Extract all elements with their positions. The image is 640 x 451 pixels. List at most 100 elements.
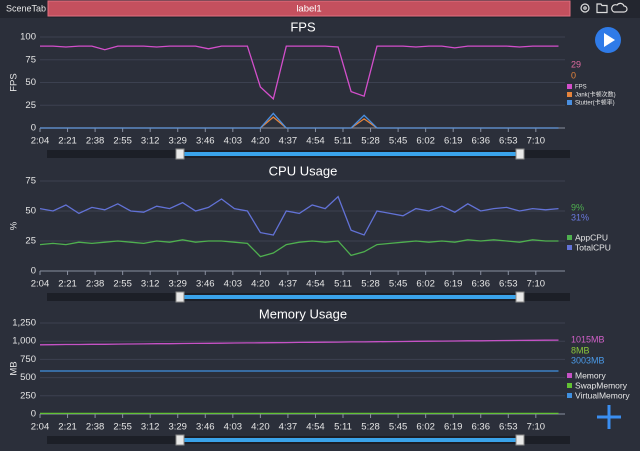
x-tick-label: 6:19 bbox=[444, 136, 463, 147]
x-tick-label: 4:20 bbox=[251, 422, 270, 433]
legend-swatch bbox=[567, 383, 572, 388]
y-tick-label: 1,250 bbox=[12, 318, 36, 329]
x-tick-label: 6:53 bbox=[499, 136, 518, 147]
label-text: label1 bbox=[296, 4, 321, 15]
x-tick-label: 5:45 bbox=[389, 279, 408, 290]
y-tick-label: 0 bbox=[31, 123, 36, 134]
chart: FPS FPS 0 25 50 75 100 2:04 2:21 2:38 2:55 3:12 3:29… bbox=[9, 19, 616, 160]
x-tick-label: 5:45 bbox=[389, 136, 408, 147]
x-tick-label: 2:55 bbox=[113, 136, 132, 147]
y-axis-label: FPS bbox=[9, 73, 20, 91]
play-button[interactable] bbox=[595, 27, 621, 53]
chart-title: Memory Usage bbox=[259, 306, 347, 321]
x-tick-label: 3:29 bbox=[168, 422, 187, 433]
y-tick-label: 50 bbox=[25, 77, 36, 88]
y-tick-label: 1,000 bbox=[12, 336, 36, 347]
x-tick-label: 4:54 bbox=[306, 422, 325, 433]
y-tick-label: 250 bbox=[20, 390, 36, 401]
chart-title: FPS bbox=[290, 19, 316, 34]
x-tick-label: 6:36 bbox=[471, 279, 490, 290]
legend-label: Memory bbox=[575, 370, 606, 380]
label-bar[interactable] bbox=[47, 0, 571, 17]
current-value: 3003MB bbox=[571, 355, 605, 365]
x-tick-label: 4:54 bbox=[306, 136, 325, 147]
x-tick-label: 2:04 bbox=[31, 136, 50, 147]
legend-label: Stutter(卡顿率) bbox=[575, 99, 615, 107]
legend-swatch bbox=[567, 235, 572, 240]
series-line bbox=[39, 339, 559, 346]
range-slider[interactable] bbox=[47, 148, 570, 160]
current-value: 8MB bbox=[571, 345, 590, 355]
y-axis-label: MB bbox=[9, 361, 20, 375]
chart: CPU Usage% 0 25 50 75 2:04 2:21 2:38 2:55 3:12 3:2… bbox=[9, 163, 611, 303]
current-value: 31% bbox=[571, 212, 589, 222]
x-tick-label: 4:03 bbox=[224, 422, 243, 433]
x-tick-label: 6:02 bbox=[416, 279, 435, 290]
current-value: 0 bbox=[571, 70, 576, 80]
y-tick-label: 25 bbox=[25, 100, 36, 111]
slider-range bbox=[180, 152, 520, 156]
x-tick-label: 3:29 bbox=[168, 136, 187, 147]
x-tick-label: 3:12 bbox=[141, 279, 160, 290]
top-icons[interactable] bbox=[580, 2, 628, 14]
legend-swatch bbox=[567, 245, 572, 250]
range-slider[interactable] bbox=[47, 291, 570, 303]
x-tick-label: 4:37 bbox=[279, 279, 298, 290]
x-tick-label: 4:03 bbox=[224, 136, 243, 147]
legend-swatch bbox=[567, 92, 572, 97]
series-line bbox=[40, 45, 559, 101]
x-tick-label: 4:54 bbox=[306, 279, 325, 290]
x-tick-label: 2:38 bbox=[86, 136, 105, 147]
current-value: 9% bbox=[571, 202, 584, 212]
series-line bbox=[39, 195, 559, 236]
add-button[interactable] bbox=[597, 405, 621, 429]
x-tick-label: 7:10 bbox=[527, 136, 546, 147]
legend-label: SwapMemory bbox=[575, 380, 628, 390]
x-tick-label: 6:19 bbox=[444, 279, 463, 290]
slider-handle bbox=[175, 434, 185, 446]
x-tick-label: 4:20 bbox=[251, 279, 270, 290]
legend-swatch bbox=[567, 373, 572, 378]
x-tick-label: 5:28 bbox=[361, 279, 380, 290]
slider-handle bbox=[515, 291, 525, 303]
x-tick-label: 6:02 bbox=[416, 136, 435, 147]
x-tick-label: 3:46 bbox=[196, 136, 215, 147]
scene-tab[interactable]: SceneTab bbox=[6, 3, 46, 13]
y-tick-label: 75 bbox=[25, 54, 36, 65]
x-tick-label: 5:11 bbox=[334, 136, 352, 147]
y-tick-label: 50 bbox=[25, 206, 36, 217]
x-tick-label: 3:46 bbox=[196, 422, 215, 433]
x-tick-label: 2:38 bbox=[86, 279, 105, 290]
legend-swatch bbox=[567, 100, 572, 105]
y-tick-label: 0 bbox=[31, 409, 36, 420]
x-tick-label: 4:37 bbox=[279, 136, 298, 147]
x-tick-label: 5:45 bbox=[389, 422, 408, 433]
y-tick-label: 0 bbox=[31, 266, 36, 277]
x-tick-label: 2:21 bbox=[58, 279, 77, 290]
x-tick-label: 2:55 bbox=[113, 422, 132, 433]
x-tick-label: 4:20 bbox=[251, 136, 270, 147]
range-slider[interactable] bbox=[47, 434, 570, 446]
x-tick-label: 5:28 bbox=[361, 422, 380, 433]
y-tick-label: 100 bbox=[20, 32, 36, 43]
legend-swatch bbox=[567, 84, 572, 89]
series-line bbox=[40, 112, 559, 129]
x-tick-label: 3:46 bbox=[196, 279, 215, 290]
legend-swatch bbox=[567, 393, 572, 398]
x-tick-label: 6:19 bbox=[444, 422, 463, 433]
x-tick-label: 3:29 bbox=[168, 279, 187, 290]
y-tick-label: 25 bbox=[25, 236, 36, 247]
y-tick-label: 500 bbox=[20, 372, 36, 383]
slider-handle bbox=[175, 148, 185, 160]
x-tick-label: 4:37 bbox=[279, 422, 298, 433]
slider-handle bbox=[175, 291, 185, 303]
slider-handle bbox=[515, 434, 525, 446]
x-tick-label: 7:10 bbox=[527, 422, 546, 433]
x-tick-label: 6:36 bbox=[471, 422, 490, 433]
x-tick-label: 3:12 bbox=[141, 422, 160, 433]
x-tick-label: 2:38 bbox=[86, 422, 105, 433]
x-tick-label: 2:21 bbox=[58, 422, 77, 433]
legend-label: FPS bbox=[575, 85, 587, 91]
